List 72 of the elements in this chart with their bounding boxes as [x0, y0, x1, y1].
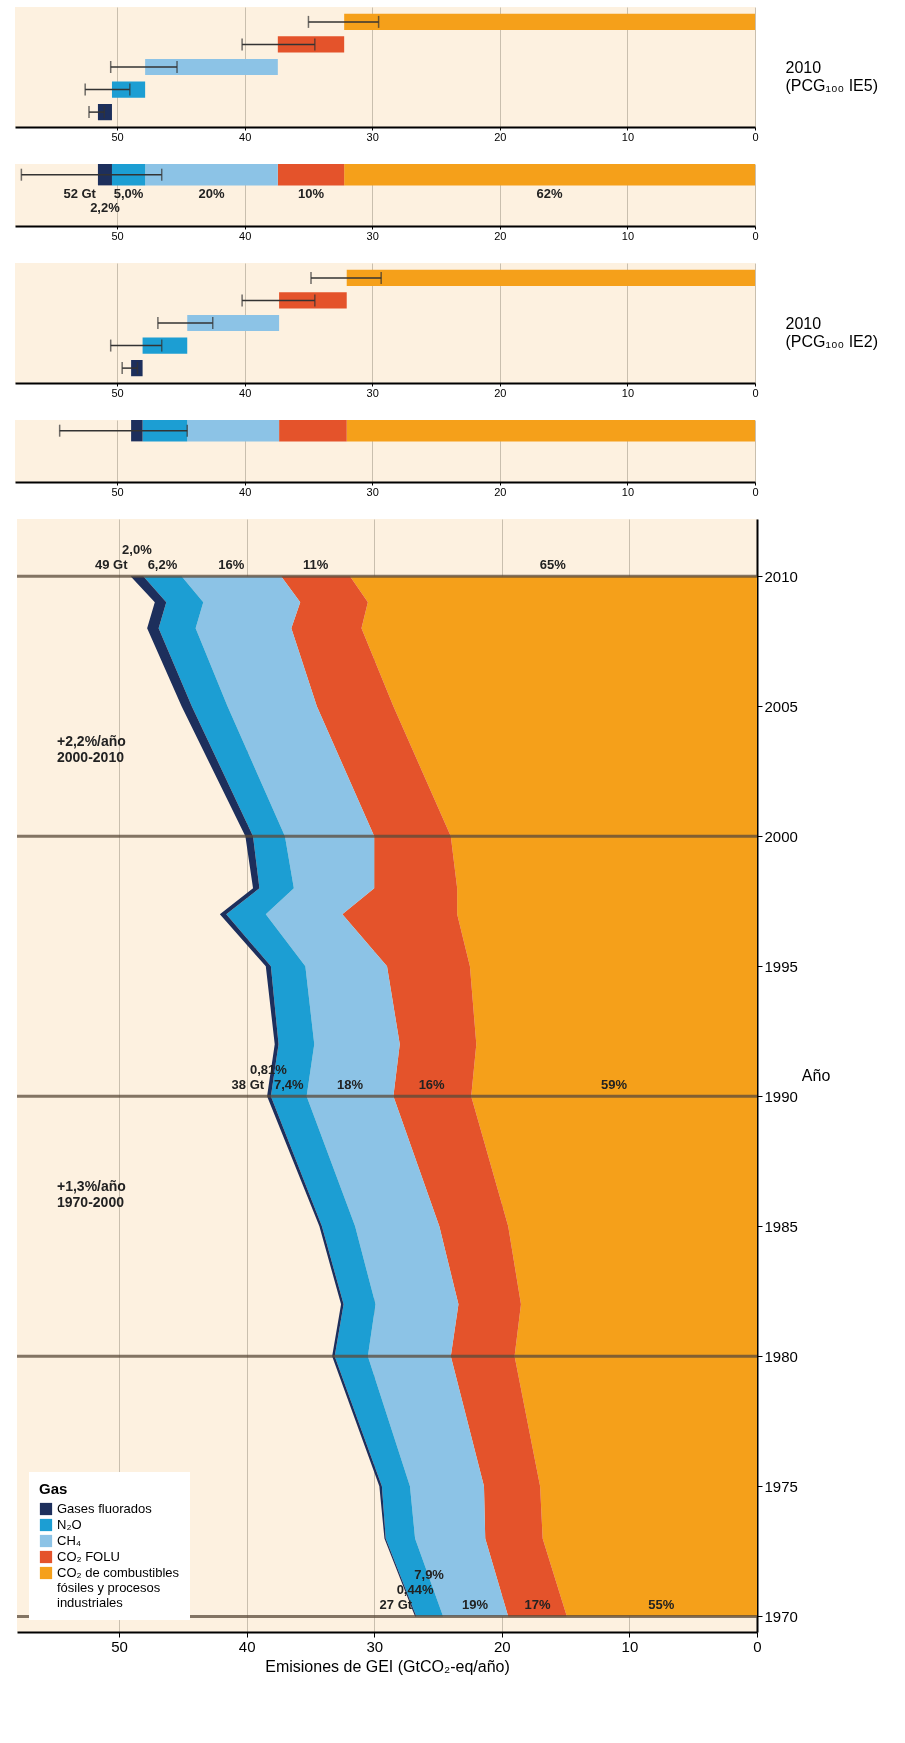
y-axis-title: 2010 (PCG₁₀₀ IE2) [785, 314, 878, 350]
y-tick-label: 1985 [764, 1217, 798, 1235]
x-tick-label: 10 [621, 130, 635, 143]
x-tick-label: 0 [752, 130, 759, 143]
x-tick-label: 0 [753, 1637, 762, 1655]
legend-title: Gas [39, 1480, 68, 1497]
y-tick-label: 1990 [764, 1087, 798, 1105]
y-tick-label: 1980 [764, 1347, 798, 1365]
annotation: 7,4% [273, 1077, 305, 1093]
x-tick-label: 50 [111, 130, 124, 143]
x-axis-title: Emisiones de GEI (GtCO₂-eq/año) [265, 1657, 510, 1675]
x-tick-label: 0 [752, 485, 759, 498]
text: 10% [297, 186, 325, 202]
legend-label: CO₂ de combustibles fósiles y procesos industriales [57, 1565, 180, 1610]
x-tick-label: 30 [366, 130, 379, 143]
x-tick-label: 30 [366, 1637, 384, 1655]
x-tick-label: 20 [494, 130, 507, 143]
y-tick-label: 1970 [764, 1607, 798, 1625]
x-tick-label: 30 [366, 485, 379, 498]
text: 2,2% [90, 200, 121, 216]
total-label: 38 Gt [231, 1077, 265, 1093]
x-tick-label: 10 [621, 485, 635, 498]
x-tick-label: 30 [366, 229, 379, 242]
x-tick-label: 0 [752, 386, 759, 399]
x-tick-label: 40 [239, 386, 252, 399]
legend-label: CH₄ [57, 1533, 82, 1548]
annotation: 18% [336, 1077, 364, 1093]
annotation: 19% [462, 1597, 489, 1613]
x-tick-label: 0 [752, 229, 759, 242]
x-tick-label: 30 [366, 386, 379, 399]
x-tick-label: 50 [111, 229, 124, 242]
legend-label: Gases fluorados [57, 1501, 153, 1516]
total-label: 52 Gt [63, 186, 97, 202]
x-tick-label: 10 [621, 386, 635, 399]
text: 62% [536, 186, 564, 202]
x-tick-label: 10 [621, 229, 635, 242]
x-tick-label: 40 [238, 1637, 256, 1655]
text: 20% [198, 186, 225, 202]
annotation: 59% [601, 1077, 628, 1093]
x-tick-label: 40 [239, 485, 252, 498]
annotation: 16% [418, 1077, 446, 1093]
y-tick-label: 1995 [764, 957, 798, 975]
x-tick-label: 10 [621, 1637, 639, 1655]
annotation: 6,2% [147, 557, 178, 573]
x-tick-label: 20 [494, 229, 507, 242]
x-tick-label: 20 [493, 1637, 511, 1655]
x-tick-label: 40 [239, 130, 252, 143]
legend-label: CO₂ FOLU [57, 1549, 120, 1564]
y-tick-label: 1975 [764, 1477, 798, 1495]
x-tick-label: 20 [494, 386, 507, 399]
y-tick-label: 2005 [764, 697, 798, 715]
y-tick-label: 2010 [764, 567, 798, 585]
x-tick-label: 40 [239, 229, 252, 242]
annotation: +1,3%/año 1970-2000 [57, 1177, 126, 1210]
total-label: 27 Gt [379, 1597, 413, 1613]
annotation: 2,0% [122, 542, 153, 558]
y-tick-label: 2000 [764, 827, 798, 845]
annotation: 17% [524, 1597, 551, 1613]
x-tick-label: 50 [111, 1637, 128, 1655]
total-label: 49 Gt [95, 557, 129, 573]
legend-label: N₂O [57, 1517, 82, 1532]
x-tick-label: 50 [111, 386, 124, 399]
annotation: 16% [218, 557, 245, 573]
annotation: 11% [302, 557, 329, 573]
annotation: 55% [648, 1597, 675, 1613]
y-axis-title: Año [801, 1067, 831, 1084]
annotation: 65% [539, 557, 567, 573]
y-axis-title: 2010 (PCG₁₀₀ IE5) [785, 58, 878, 94]
x-tick-label: 50 [111, 485, 124, 498]
x-tick-label: 20 [494, 485, 507, 498]
annotation: +2,2%/año 2000-2010 [57, 732, 126, 765]
text: 5,0% [113, 186, 144, 202]
